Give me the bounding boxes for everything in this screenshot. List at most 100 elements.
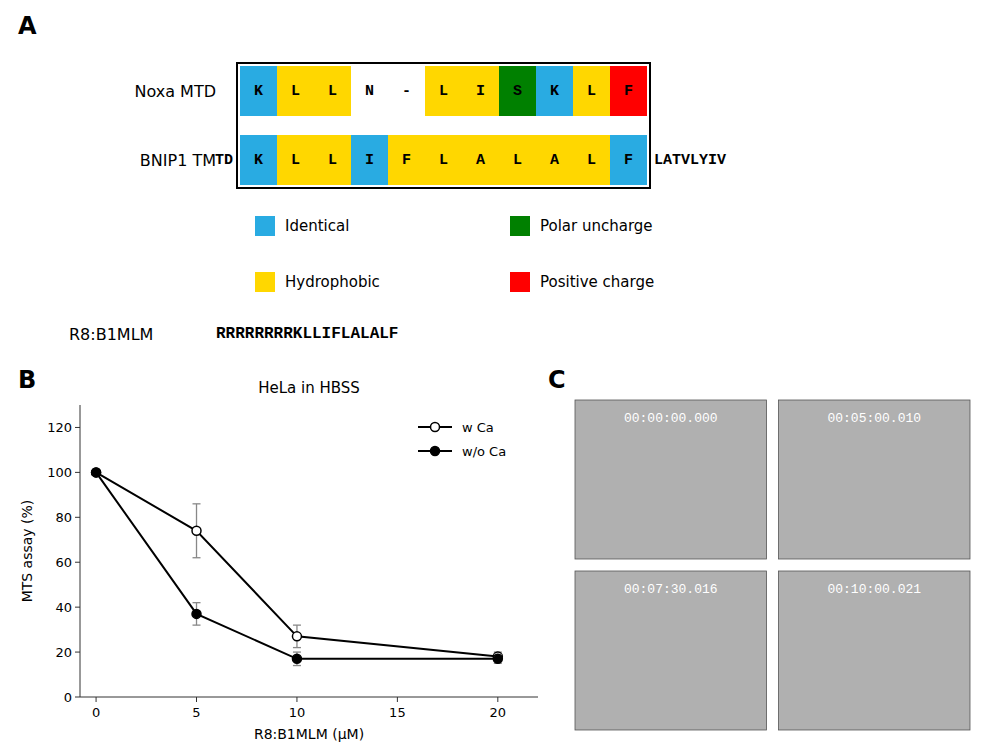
y-tick [75,652,80,653]
error-bar [293,625,301,647]
error-bar [193,603,201,625]
series-marker [493,654,502,663]
figure: ANoxa MTDKLLN-LISKLFBNIP1 TMKLLIFLALALFT… [0,0,981,751]
legend-label: w/o Ca [462,444,506,459]
residue-box [462,66,499,116]
x-tick [296,697,297,702]
series-marker [192,609,201,618]
y-tick-label: 60 [55,555,72,570]
residue-box [314,135,351,185]
residue-box [240,135,277,185]
residue-box [573,66,610,116]
y-tick-label: 0 [64,690,72,705]
legend: w Caw/o Ca [418,420,506,459]
legend-marker [431,423,440,432]
error-bar [293,652,301,665]
row-label: BNIP1 TM [140,151,216,170]
x-axis [80,697,538,698]
y-tick-label: 100 [47,465,72,480]
residue-box [425,135,462,185]
residue-box [499,135,536,185]
residue: - [402,83,411,100]
row-label: Noxa MTD [134,82,216,101]
error-cap [193,503,201,504]
x-tick [497,697,498,702]
x-tick-label: 20 [490,705,507,720]
residue: K [254,152,263,169]
residue-box [462,135,499,185]
x-tick-label: 15 [389,705,406,720]
series-marker [292,654,301,663]
image-frame [779,571,971,730]
x-tick-label: 5 [192,705,200,720]
y-tick [75,562,80,563]
y-axis [80,405,81,697]
residue: L [439,152,448,169]
y-tick [75,607,80,608]
panel-b: BHeLa in HBSS05101520020406080100120R8:B… [18,366,538,742]
y-axis-label: MTS assay (%) [19,500,35,603]
x-tick-label: 0 [92,705,100,720]
x-tick [196,697,197,702]
sequence-suffix: LATVLYIV [654,152,726,169]
series-marker [192,526,201,535]
y-tick-label: 20 [55,645,72,660]
peptide-sequence: RRRRRRRRKLLIFLALALF [216,325,398,343]
residue-box [351,66,388,116]
residue-box [573,135,610,185]
error-cap [293,647,301,648]
residue-box [277,66,314,116]
residue: K [550,83,559,100]
residue-box [610,66,647,116]
residue-box [388,135,425,185]
y-tick [75,517,80,518]
alignment-border [237,63,650,188]
residue: I [365,152,374,169]
timestamp: 00:10:00.021 [827,582,921,597]
error-cap [193,557,201,558]
residue: N [365,83,374,100]
residue: L [439,83,448,100]
error-cap [193,602,201,603]
legend-marker [431,447,440,456]
panel-label: B [18,366,36,394]
key-swatch [510,272,530,292]
residue: F [624,83,633,100]
panel-c: C00:00:00.00000:05:00.01000:07:30.01600:… [548,366,970,730]
residue-box [388,66,425,116]
key-label: Identical [285,217,349,235]
residue: F [624,152,633,169]
image-frame [779,400,971,559]
series-line [96,472,498,656]
residue: S [513,83,522,100]
key-swatch [255,272,275,292]
residue: L [291,152,300,169]
residue-box [240,66,277,116]
residue: L [587,152,596,169]
residue: L [328,83,337,100]
timestamp: 00:00:00.000 [624,411,718,426]
series-line [96,472,498,658]
image-frame [575,400,767,559]
error-cap [293,665,301,666]
timestamp: 00:05:00.010 [827,411,921,426]
error-bar [494,654,502,663]
y-tick [75,472,80,473]
y-tick-label: 120 [47,420,72,435]
x-tick [397,697,398,702]
residue: L [291,83,300,100]
residue: A [476,152,485,169]
peptide-label: R8:B1MLM [69,325,153,344]
key-label: Positive charge [540,273,654,291]
key-label: Hydrophobic [285,273,380,291]
plot-area [92,468,503,666]
x-tick [96,697,97,702]
residue: K [254,83,263,100]
residue-box [314,66,351,116]
residue-box [351,135,388,185]
y-tick [75,697,80,698]
timestamp: 00:07:30.016 [624,582,718,597]
x-tick-label: 10 [289,705,306,720]
residue-box [536,135,573,185]
key-label: Polar uncharge [540,217,653,235]
